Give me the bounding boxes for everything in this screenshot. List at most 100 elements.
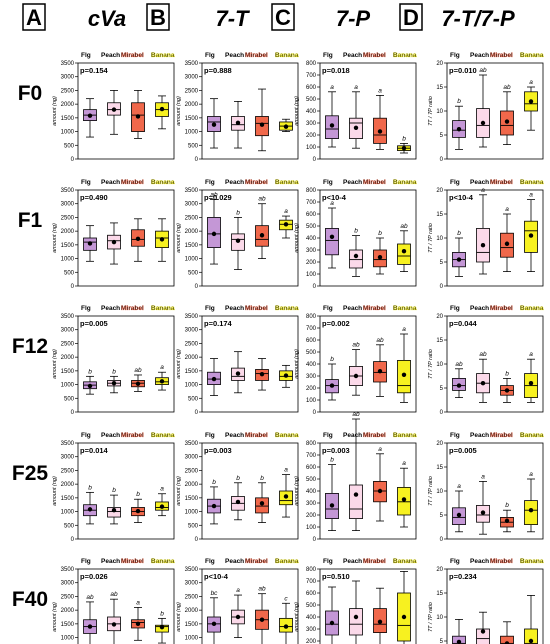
y-tick-label: 0: [440, 284, 444, 290]
legend-label: Peach: [225, 558, 244, 565]
y-tick-label: 2000: [185, 229, 199, 235]
y-tick-label: 20: [436, 567, 443, 573]
y-tick-label: 500: [188, 523, 199, 529]
y-tick-label: 400: [306, 109, 317, 115]
significance-letter: b: [236, 209, 240, 216]
significance-letter: a: [402, 460, 406, 467]
mean-point: [329, 503, 335, 508]
y-tick-label: 15: [436, 591, 443, 597]
mean-point: [480, 510, 486, 515]
y-tick-label: 100: [306, 398, 317, 404]
column-title: 7-P: [336, 6, 371, 31]
mean-point: [87, 383, 93, 389]
y-tick-label: 500: [306, 224, 317, 230]
legend-label: Banana: [151, 305, 175, 312]
y-axis-label: amount (ng): [176, 476, 182, 506]
legend-label: Flg: [450, 179, 460, 186]
mean-point: [353, 373, 359, 379]
y-tick-label: 600: [306, 212, 317, 218]
y-tick-label: 2000: [185, 355, 199, 361]
p-value: p=0.490: [80, 193, 108, 202]
legend-label: Peach: [225, 179, 244, 186]
y-tick-label: 700: [306, 73, 317, 79]
significance-letter: a: [378, 446, 382, 453]
legend-label: Banana: [275, 305, 299, 312]
mean-point: [211, 376, 217, 382]
y-tick-label: 10: [436, 615, 443, 621]
y-axis-label: 7T / 7P ratio: [428, 223, 434, 253]
significance-letter: a: [481, 473, 485, 480]
y-tick-label: 1500: [61, 622, 75, 628]
y-axis-label: amount (ng): [176, 223, 182, 253]
y-tick-label: 3500: [185, 441, 199, 447]
mean-point: [259, 501, 265, 506]
mean-point: [259, 617, 265, 622]
y-tick-label: 1000: [61, 130, 75, 136]
y-axis-label: 7T / 7P ratio: [428, 349, 434, 379]
legend-label: Mirabel: [121, 432, 144, 439]
y-tick-label: 15: [436, 85, 443, 91]
column-letter: A: [26, 5, 42, 30]
p-value: p=0.002: [322, 319, 350, 328]
y-axis-label: amount (ng): [176, 349, 182, 379]
y-tick-label: 200: [306, 260, 317, 266]
p-value: p=0.003: [322, 446, 350, 455]
y-tick-label: 500: [64, 523, 75, 529]
y-tick-label: 0: [313, 284, 317, 290]
y-tick-label: 5: [440, 513, 444, 519]
y-tick-label: 0: [440, 410, 444, 416]
mean-point: [111, 381, 117, 386]
panel: FlgPeachMirabelBanana0100200300400500600…: [294, 558, 417, 644]
legend-label: Mirabel: [363, 179, 386, 186]
mean-point: [135, 381, 141, 386]
significance-letter: a: [236, 587, 240, 594]
y-tick-label: 1500: [185, 496, 199, 502]
significance-letter: ab: [503, 84, 511, 91]
y-tick-label: 200: [306, 639, 317, 644]
mean-point: [135, 114, 141, 119]
box: [500, 635, 514, 644]
legend-label: Banana: [151, 52, 175, 59]
box: [476, 628, 490, 644]
mean-point: [283, 373, 289, 378]
mean-point: [377, 619, 383, 624]
y-tick-label: 500: [306, 477, 317, 483]
significance-letter: b: [136, 491, 140, 498]
legend-label: Peach: [343, 558, 362, 565]
significance-letter: a: [330, 84, 334, 91]
y-tick-label: 800: [306, 61, 317, 67]
column-letter: C: [275, 5, 291, 30]
y-axis-label: 7T / 7P ratio: [428, 96, 434, 126]
y-axis-label: amount (ng): [52, 602, 58, 632]
legend-label: Banana: [151, 432, 175, 439]
mean-point: [235, 238, 241, 243]
y-tick-label: 10: [436, 489, 443, 495]
box: [524, 500, 538, 526]
y-tick-label: 0: [195, 284, 199, 290]
significance-letter: b: [236, 475, 240, 482]
significance-letter: a: [160, 486, 164, 493]
y-tick-label: 15: [436, 338, 443, 344]
y-axis-label: amount (ng): [294, 349, 300, 379]
legend-label: Banana: [275, 558, 299, 565]
y-tick-label: 600: [306, 591, 317, 597]
mean-point: [87, 241, 93, 246]
legend-label: Mirabel: [121, 179, 144, 186]
y-tick-label: 500: [64, 270, 75, 276]
y-tick-label: 2500: [61, 468, 75, 474]
significance-letter: ab: [479, 351, 487, 358]
mean-point: [329, 620, 335, 626]
y-tick-label: 300: [306, 248, 317, 254]
significance-letter: a: [354, 84, 358, 91]
y-tick-label: 3500: [61, 567, 75, 573]
significance-letter: b: [457, 230, 461, 237]
significance-letter: b: [112, 368, 116, 375]
p-value: p=0.005: [80, 319, 108, 328]
mean-point: [211, 231, 217, 237]
